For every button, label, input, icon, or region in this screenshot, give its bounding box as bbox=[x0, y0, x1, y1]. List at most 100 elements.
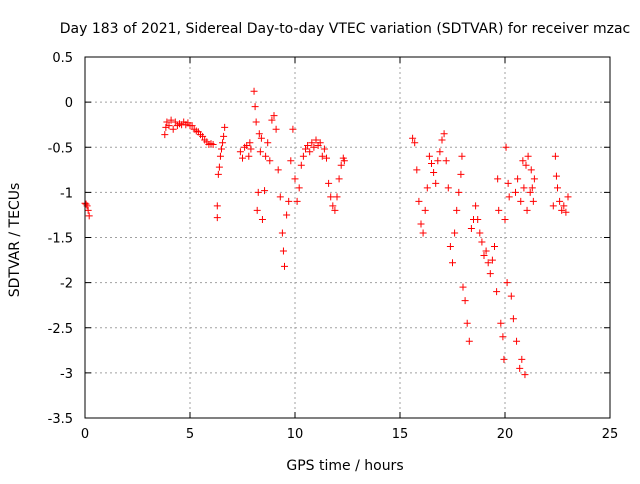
data-point bbox=[501, 215, 509, 223]
data-point bbox=[436, 148, 444, 156]
data-point bbox=[409, 134, 417, 142]
data-point bbox=[308, 139, 316, 147]
data-point bbox=[425, 152, 433, 160]
data-point bbox=[552, 172, 560, 180]
data-point bbox=[423, 184, 431, 192]
data-point bbox=[521, 371, 529, 379]
data-point bbox=[169, 125, 177, 133]
data-point bbox=[215, 163, 223, 171]
data-point bbox=[220, 132, 228, 140]
data-point bbox=[236, 148, 244, 156]
data-point bbox=[261, 187, 269, 195]
data-point bbox=[458, 152, 466, 160]
data-point bbox=[417, 220, 425, 228]
data-point bbox=[434, 157, 442, 165]
data-point bbox=[246, 139, 254, 147]
data-point bbox=[549, 202, 557, 210]
data-point bbox=[209, 141, 217, 149]
data-point bbox=[503, 279, 511, 287]
tick-layer: 0 5 10 15 20 25 0.5 0 -0.5 -1 -1.5 -2 -2.5 -3 -3.5 bbox=[48, 51, 619, 442]
data-point bbox=[253, 206, 261, 214]
data-point bbox=[495, 206, 503, 214]
data-point bbox=[438, 136, 446, 144]
data-point bbox=[279, 247, 287, 255]
data-point bbox=[162, 123, 170, 131]
data-point bbox=[316, 139, 324, 147]
y-tick-label: -2.5 bbox=[48, 322, 73, 337]
data-point bbox=[276, 193, 284, 201]
data-point bbox=[516, 364, 524, 372]
x-tick-label: 10 bbox=[287, 427, 304, 442]
data-point bbox=[306, 148, 314, 156]
data-point bbox=[421, 206, 429, 214]
y-tick-label: -3 bbox=[60, 367, 73, 382]
data-point bbox=[85, 212, 93, 220]
data-point bbox=[514, 175, 522, 183]
data-point bbox=[564, 193, 572, 201]
data-point bbox=[486, 270, 494, 278]
data-point bbox=[167, 116, 175, 124]
data-point bbox=[411, 139, 419, 147]
data-point bbox=[528, 184, 536, 192]
data-point bbox=[333, 193, 341, 201]
data-point bbox=[331, 206, 339, 214]
data-point bbox=[432, 179, 440, 187]
data-point bbox=[494, 175, 502, 183]
data-point bbox=[199, 132, 207, 140]
data-point bbox=[430, 169, 438, 177]
data-point bbox=[247, 145, 255, 153]
data-point bbox=[522, 161, 530, 169]
data-point bbox=[214, 170, 222, 178]
data-point bbox=[285, 197, 293, 205]
data-point bbox=[415, 197, 423, 205]
data-point bbox=[340, 157, 348, 165]
data-point bbox=[428, 159, 435, 167]
data-point bbox=[272, 125, 280, 133]
data-point bbox=[482, 247, 490, 255]
data-point bbox=[467, 224, 475, 232]
data-point bbox=[318, 152, 326, 160]
data-point bbox=[251, 103, 259, 111]
chart-title: Day 183 of 2021, Sidereal Day-to-day VTE… bbox=[60, 21, 630, 37]
y-tick-label: -2 bbox=[60, 277, 73, 292]
data-point bbox=[161, 131, 169, 139]
data-point bbox=[507, 292, 515, 300]
data-point bbox=[264, 139, 272, 147]
data-point bbox=[480, 252, 488, 260]
data-point bbox=[287, 157, 295, 165]
data-point bbox=[478, 238, 486, 246]
data-point bbox=[289, 125, 297, 133]
data-point bbox=[463, 319, 471, 327]
data-point bbox=[518, 355, 526, 363]
data-point bbox=[457, 170, 465, 178]
data-point bbox=[327, 193, 335, 201]
x-tick-label: 20 bbox=[497, 427, 514, 442]
data-points bbox=[81, 87, 572, 379]
data-point bbox=[459, 283, 467, 291]
y-axis-label: SDTVAR / TECUs bbox=[7, 183, 23, 298]
x-axis-label: GPS time / hours bbox=[286, 458, 403, 474]
data-point bbox=[268, 116, 276, 124]
data-point bbox=[523, 206, 531, 214]
data-point bbox=[335, 175, 343, 183]
data-point bbox=[297, 161, 305, 169]
data-point bbox=[476, 229, 484, 237]
y-tick-label: -0.5 bbox=[48, 141, 73, 156]
data-point bbox=[274, 166, 282, 174]
data-point bbox=[82, 200, 90, 208]
data-point bbox=[491, 243, 498, 251]
data-point bbox=[513, 337, 521, 345]
data-point bbox=[250, 87, 258, 95]
data-point bbox=[302, 145, 309, 153]
data-point bbox=[526, 188, 534, 196]
data-point bbox=[517, 197, 525, 205]
data-point bbox=[444, 184, 452, 192]
data-point bbox=[257, 134, 265, 142]
data-point bbox=[254, 188, 262, 196]
data-point bbox=[509, 315, 517, 323]
data-point bbox=[84, 206, 92, 214]
data-point bbox=[505, 193, 513, 201]
data-point bbox=[291, 175, 299, 183]
